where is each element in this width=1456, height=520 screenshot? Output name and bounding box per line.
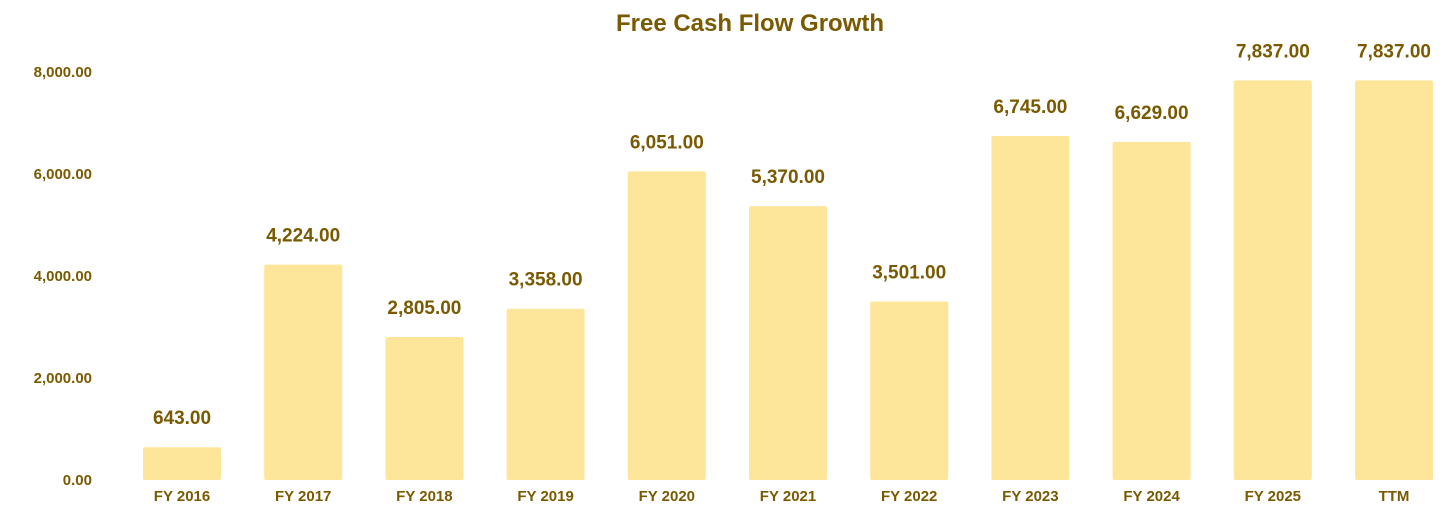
- y-tick-label: 8,000.00: [34, 64, 92, 81]
- bar-value-label: 7,837.00: [1357, 41, 1431, 62]
- bar: [1233, 80, 1312, 481]
- bar: [627, 171, 706, 481]
- x-tick-label: TTM: [1379, 488, 1410, 505]
- bar: [749, 206, 827, 480]
- bar: [264, 264, 343, 480]
- x-tick-label: FY 2022: [881, 488, 937, 505]
- x-tick-label: FY 2021: [760, 488, 816, 505]
- bar: [143, 447, 221, 480]
- x-tick-label: FY 2018: [396, 488, 452, 505]
- bar: [506, 308, 585, 480]
- y-axis: 0.00 2,000.00 4,000.00 6,000.00 8,000.00: [34, 64, 92, 489]
- y-tick-label: 2,000.00: [34, 370, 92, 387]
- y-tick-label: 6,000.00: [34, 166, 92, 183]
- x-tick-label: FY 2024: [1123, 488, 1180, 505]
- x-tick-label: FY 2016: [154, 488, 210, 505]
- bar-value-label: 6,051.00: [630, 132, 704, 153]
- bar-value-label: 3,501.00: [872, 262, 946, 283]
- bar-value-label: 6,745.00: [993, 97, 1067, 118]
- bar: [870, 301, 949, 480]
- y-tick-label: 4,000.00: [34, 268, 92, 285]
- bar-value-label: 2,805.00: [387, 298, 461, 319]
- bar-value-label: 3,358.00: [509, 270, 583, 291]
- y-tick-label: 0.00: [63, 472, 92, 489]
- x-tick-label: FY 2019: [517, 488, 573, 505]
- chart-title: Free Cash Flow Growth: [616, 10, 884, 37]
- x-axis: FY 2016 FY 2017 FY 2018 FY 2019 FY 2020 FY 20…: [154, 488, 1410, 505]
- bars: [143, 80, 1433, 481]
- bar: [1355, 80, 1433, 481]
- x-tick-label: FY 2017: [275, 488, 331, 505]
- bar-value-label: 4,224.00: [266, 226, 340, 247]
- bar-value-label: 7,837.00: [1236, 41, 1310, 62]
- value-labels: 643.00 4,224.00 2,805.00 3,358.00 6,051.00 5,…: [153, 41, 1431, 429]
- bar: [1112, 141, 1191, 480]
- bar-value-label: 5,370.00: [751, 167, 825, 188]
- x-tick-label: FY 2020: [639, 488, 695, 505]
- bar-value-label: 643.00: [153, 408, 211, 429]
- x-tick-label: FY 2025: [1245, 488, 1301, 505]
- bar: [991, 136, 1070, 480]
- bar-value-label: 6,629.00: [1115, 103, 1189, 124]
- x-tick-label: FY 2023: [1002, 488, 1058, 505]
- bar: [385, 336, 464, 480]
